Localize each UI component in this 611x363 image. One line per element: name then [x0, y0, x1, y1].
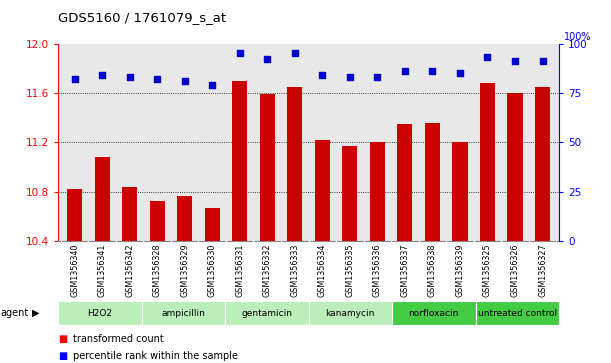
- Bar: [67, 189, 82, 241]
- Point: [538, 58, 547, 64]
- Bar: [205, 208, 220, 241]
- Point: [290, 50, 299, 56]
- Text: GSM1356336: GSM1356336: [373, 243, 382, 297]
- Text: GSM1356327: GSM1356327: [538, 243, 547, 297]
- Text: H2O2: H2O2: [87, 309, 112, 318]
- Bar: [535, 87, 550, 241]
- Bar: [370, 143, 385, 241]
- Bar: [480, 83, 495, 241]
- Text: gentamicin: gentamicin: [241, 309, 292, 318]
- Text: ■: ■: [58, 334, 67, 344]
- Text: percentile rank within the sample: percentile rank within the sample: [73, 351, 238, 361]
- Text: 100%: 100%: [564, 32, 591, 42]
- Bar: [95, 157, 109, 241]
- Text: GSM1356341: GSM1356341: [98, 243, 106, 297]
- Text: GSM1356337: GSM1356337: [400, 243, 409, 297]
- Bar: [150, 201, 165, 241]
- Bar: [232, 81, 247, 241]
- Bar: [122, 187, 137, 241]
- Point: [483, 54, 492, 60]
- Bar: [287, 87, 302, 241]
- Text: GSM1356326: GSM1356326: [511, 243, 519, 297]
- Point: [455, 70, 465, 76]
- Bar: [452, 143, 467, 241]
- Point: [510, 58, 520, 64]
- Bar: [342, 146, 357, 241]
- Text: GSM1356330: GSM1356330: [208, 243, 217, 297]
- Point: [152, 76, 162, 82]
- Bar: [425, 123, 440, 241]
- Point: [97, 72, 107, 78]
- Text: GSM1356331: GSM1356331: [235, 243, 244, 297]
- Point: [373, 74, 382, 80]
- Bar: [397, 124, 412, 241]
- Text: GSM1356332: GSM1356332: [263, 243, 272, 297]
- Bar: [225, 301, 309, 325]
- Text: GDS5160 / 1761079_s_at: GDS5160 / 1761079_s_at: [58, 11, 226, 24]
- Text: GSM1356333: GSM1356333: [290, 243, 299, 297]
- Text: GSM1356335: GSM1356335: [345, 243, 354, 297]
- Point: [428, 68, 437, 74]
- Bar: [142, 301, 225, 325]
- Text: GSM1356339: GSM1356339: [455, 243, 464, 297]
- Text: GSM1356340: GSM1356340: [70, 243, 79, 297]
- Text: untreated control: untreated control: [478, 309, 557, 318]
- Bar: [508, 93, 522, 241]
- Bar: [315, 140, 330, 241]
- Bar: [58, 301, 142, 325]
- Bar: [177, 196, 192, 241]
- Text: GSM1356334: GSM1356334: [318, 243, 327, 297]
- Text: GSM1356325: GSM1356325: [483, 243, 492, 297]
- Text: ▶: ▶: [32, 308, 39, 318]
- Point: [400, 68, 410, 74]
- Point: [70, 76, 79, 82]
- Point: [318, 72, 327, 78]
- Point: [345, 74, 355, 80]
- Bar: [475, 301, 559, 325]
- Text: GSM1356342: GSM1356342: [125, 243, 134, 297]
- Text: ampicillin: ampicillin: [161, 309, 205, 318]
- Text: ■: ■: [58, 351, 67, 361]
- Point: [262, 57, 272, 62]
- Point: [180, 78, 189, 84]
- Text: GSM1356328: GSM1356328: [153, 243, 162, 297]
- Point: [207, 82, 217, 88]
- Bar: [309, 301, 392, 325]
- Point: [235, 50, 244, 56]
- Text: transformed count: transformed count: [73, 334, 164, 344]
- Point: [125, 74, 134, 80]
- Text: GSM1356329: GSM1356329: [180, 243, 189, 297]
- Text: GSM1356338: GSM1356338: [428, 243, 437, 297]
- Bar: [260, 94, 275, 241]
- Text: norfloxacin: norfloxacin: [409, 309, 459, 318]
- Bar: [392, 301, 475, 325]
- Text: agent: agent: [1, 308, 29, 318]
- Text: kanamycin: kanamycin: [326, 309, 375, 318]
